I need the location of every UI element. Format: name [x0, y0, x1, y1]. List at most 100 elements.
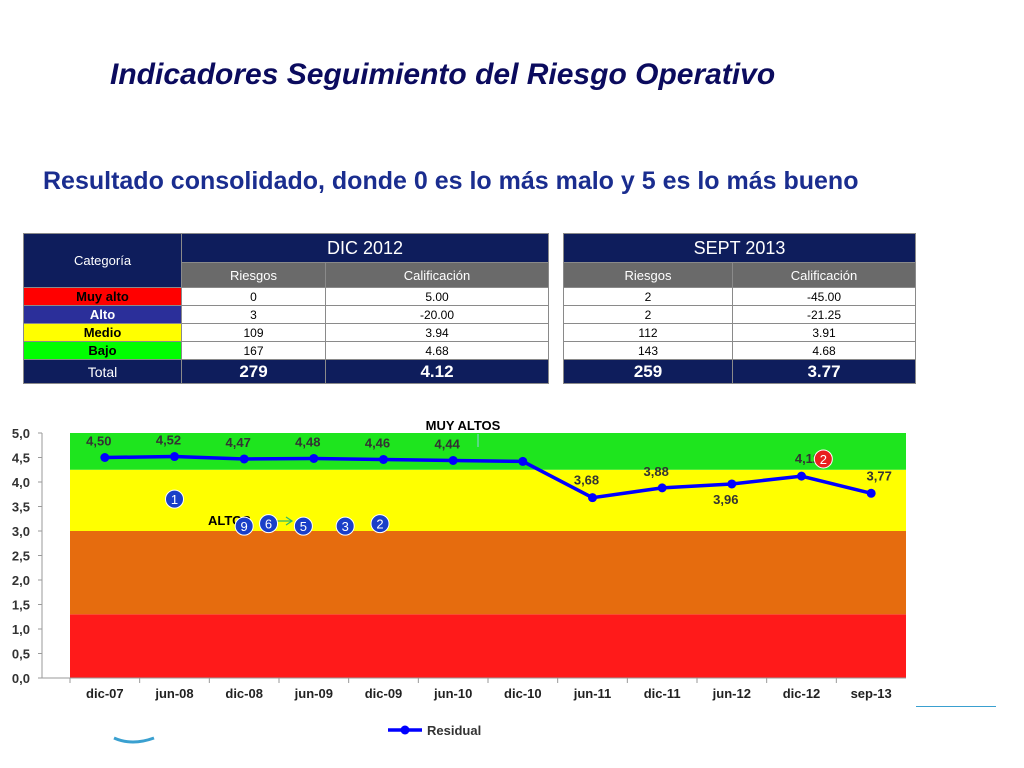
results-table: Categoría DIC 2012 SEPT 2013 Riesgos Cal…	[23, 233, 916, 384]
decorative-line	[916, 706, 996, 707]
altos-badge	[234, 516, 254, 536]
y-tick-label: 4,0	[12, 475, 30, 490]
riesgos-cell: 109	[181, 323, 326, 342]
data-label: 4,44	[435, 436, 461, 451]
table-gap	[548, 233, 564, 384]
calificacion-cell: -45.00	[732, 287, 916, 306]
data-point	[309, 453, 319, 463]
data-label: 3,68	[574, 473, 599, 488]
riesgos-cell: 0	[181, 287, 326, 306]
header-category: Categoría	[23, 233, 182, 288]
legend-marker	[400, 725, 410, 735]
subheader-riesgos-2: Riesgos	[563, 262, 733, 288]
calificacion-cell: -21.25	[732, 305, 916, 324]
riesgos-cell: 3	[181, 305, 326, 324]
page-title: Indicadores Seguimiento del Riesgo Opera…	[110, 58, 776, 91]
altos-badge-label: 6	[265, 517, 272, 532]
header-period-2: SEPT 2013	[563, 233, 916, 263]
legend-label: Residual	[427, 723, 481, 738]
x-tick-label: jun-11	[573, 686, 612, 701]
data-point	[518, 456, 528, 466]
table-row: Bajo 167 4.68 143 4.68	[23, 341, 916, 360]
data-point	[588, 493, 597, 503]
total-riesgos-2: 259	[563, 359, 733, 384]
subheader-calificacion-1: Calificación	[325, 262, 549, 288]
x-tick-label: dic-09	[365, 686, 403, 701]
band-0	[70, 614, 906, 678]
data-label: 4,50	[86, 434, 111, 449]
altos-badge-label: 2	[376, 517, 383, 532]
muy-altos-badge-label: 2	[820, 452, 827, 467]
category-cell: Bajo	[23, 341, 182, 360]
y-tick-label: 2,0	[12, 573, 30, 588]
calificacion-cell: 5.00	[325, 287, 549, 306]
data-point	[866, 488, 876, 498]
y-tick-label: 3,5	[12, 500, 30, 515]
altos-badge	[293, 516, 313, 536]
category-cell: Alto	[23, 305, 182, 324]
calificacion-cell: 3.94	[325, 323, 549, 342]
data-label: 4,52	[156, 433, 181, 448]
data-point	[239, 454, 249, 464]
altos-badge	[370, 514, 390, 534]
altos-arrow-head	[285, 516, 294, 526]
total-calificacion-2: 3.77	[732, 359, 916, 384]
y-tick-label: 4,5	[12, 451, 30, 466]
table-row: Medio 109 3.94 112 3.91	[23, 323, 916, 342]
data-point	[727, 479, 737, 489]
riesgos-cell: 2	[563, 305, 733, 324]
y-tick-label: 0,5	[12, 647, 30, 662]
riesgos-cell: 143	[563, 341, 733, 360]
x-tick-label: jun-10	[433, 686, 472, 701]
y-tick-label: 3,0	[12, 524, 30, 539]
series-line	[104, 454, 872, 500]
riesgos-cell: 112	[563, 323, 733, 342]
muy-altos-label: MUY ALTOS	[426, 418, 501, 433]
subheader-riesgos-1: Riesgos	[181, 262, 326, 288]
muy-altos-badge	[813, 449, 833, 469]
x-tick-label: dic-07	[86, 686, 124, 701]
total-riesgos-1: 279	[181, 359, 326, 384]
x-tick-label: sep-13	[851, 686, 892, 701]
residual-chart: 0,0 0,5 1,0 1,5 2,0 2,5 3,0 3,5 4,0 4,5 5,0 dic-07 j…	[12, 418, 906, 738]
altos-badge-label: 1	[171, 492, 178, 507]
band-1	[70, 531, 906, 615]
calificacion-cell: 4.68	[732, 341, 916, 360]
altos-badge-label: 3	[342, 519, 349, 534]
total-label: Total	[23, 359, 182, 384]
data-point	[100, 453, 110, 462]
total-row: Total 279 4.12 259 3.77	[23, 359, 916, 384]
band-3	[70, 433, 906, 470]
data-point	[657, 483, 667, 493]
data-point	[170, 452, 179, 462]
category-cell: Medio	[23, 323, 182, 342]
category-cell: Muy alto	[23, 287, 182, 306]
data-label: 3,88	[644, 464, 669, 479]
data-label: 3,96	[713, 492, 738, 507]
altos-badge-label: 9	[241, 519, 248, 534]
riesgos-cell: 2	[563, 287, 733, 306]
data-point	[448, 455, 458, 465]
y-tick-label: 0,0	[12, 671, 30, 686]
total-calificacion-1: 4.12	[325, 359, 549, 384]
y-tick-label: 5,0	[12, 426, 30, 441]
altos-badge	[165, 489, 184, 509]
x-tick-label: jun-08	[154, 686, 193, 701]
data-label: 3,77	[867, 468, 892, 483]
x-tick-label: jun-09	[294, 686, 333, 701]
calificacion-cell: 4.68	[325, 341, 549, 360]
calificacion-cell: -20.00	[325, 305, 549, 324]
data-label: 4,48	[295, 434, 320, 449]
data-label: 4,46	[365, 435, 390, 450]
y-tick-label: 1,0	[12, 622, 30, 637]
x-tick-label: jun-12	[712, 686, 751, 701]
calificacion-cell: 3.91	[732, 323, 916, 342]
y-tick-label: 1,5	[12, 598, 30, 613]
y-tick-label: 2,5	[12, 549, 30, 564]
x-tick-label: dic-08	[225, 686, 263, 701]
swoosh-logo-icon	[113, 736, 155, 744]
altos-badge-label: 5	[300, 519, 307, 534]
data-label: 4,47	[226, 435, 251, 450]
x-tick-label: dic-10	[504, 686, 542, 701]
altos-badge	[335, 516, 355, 536]
